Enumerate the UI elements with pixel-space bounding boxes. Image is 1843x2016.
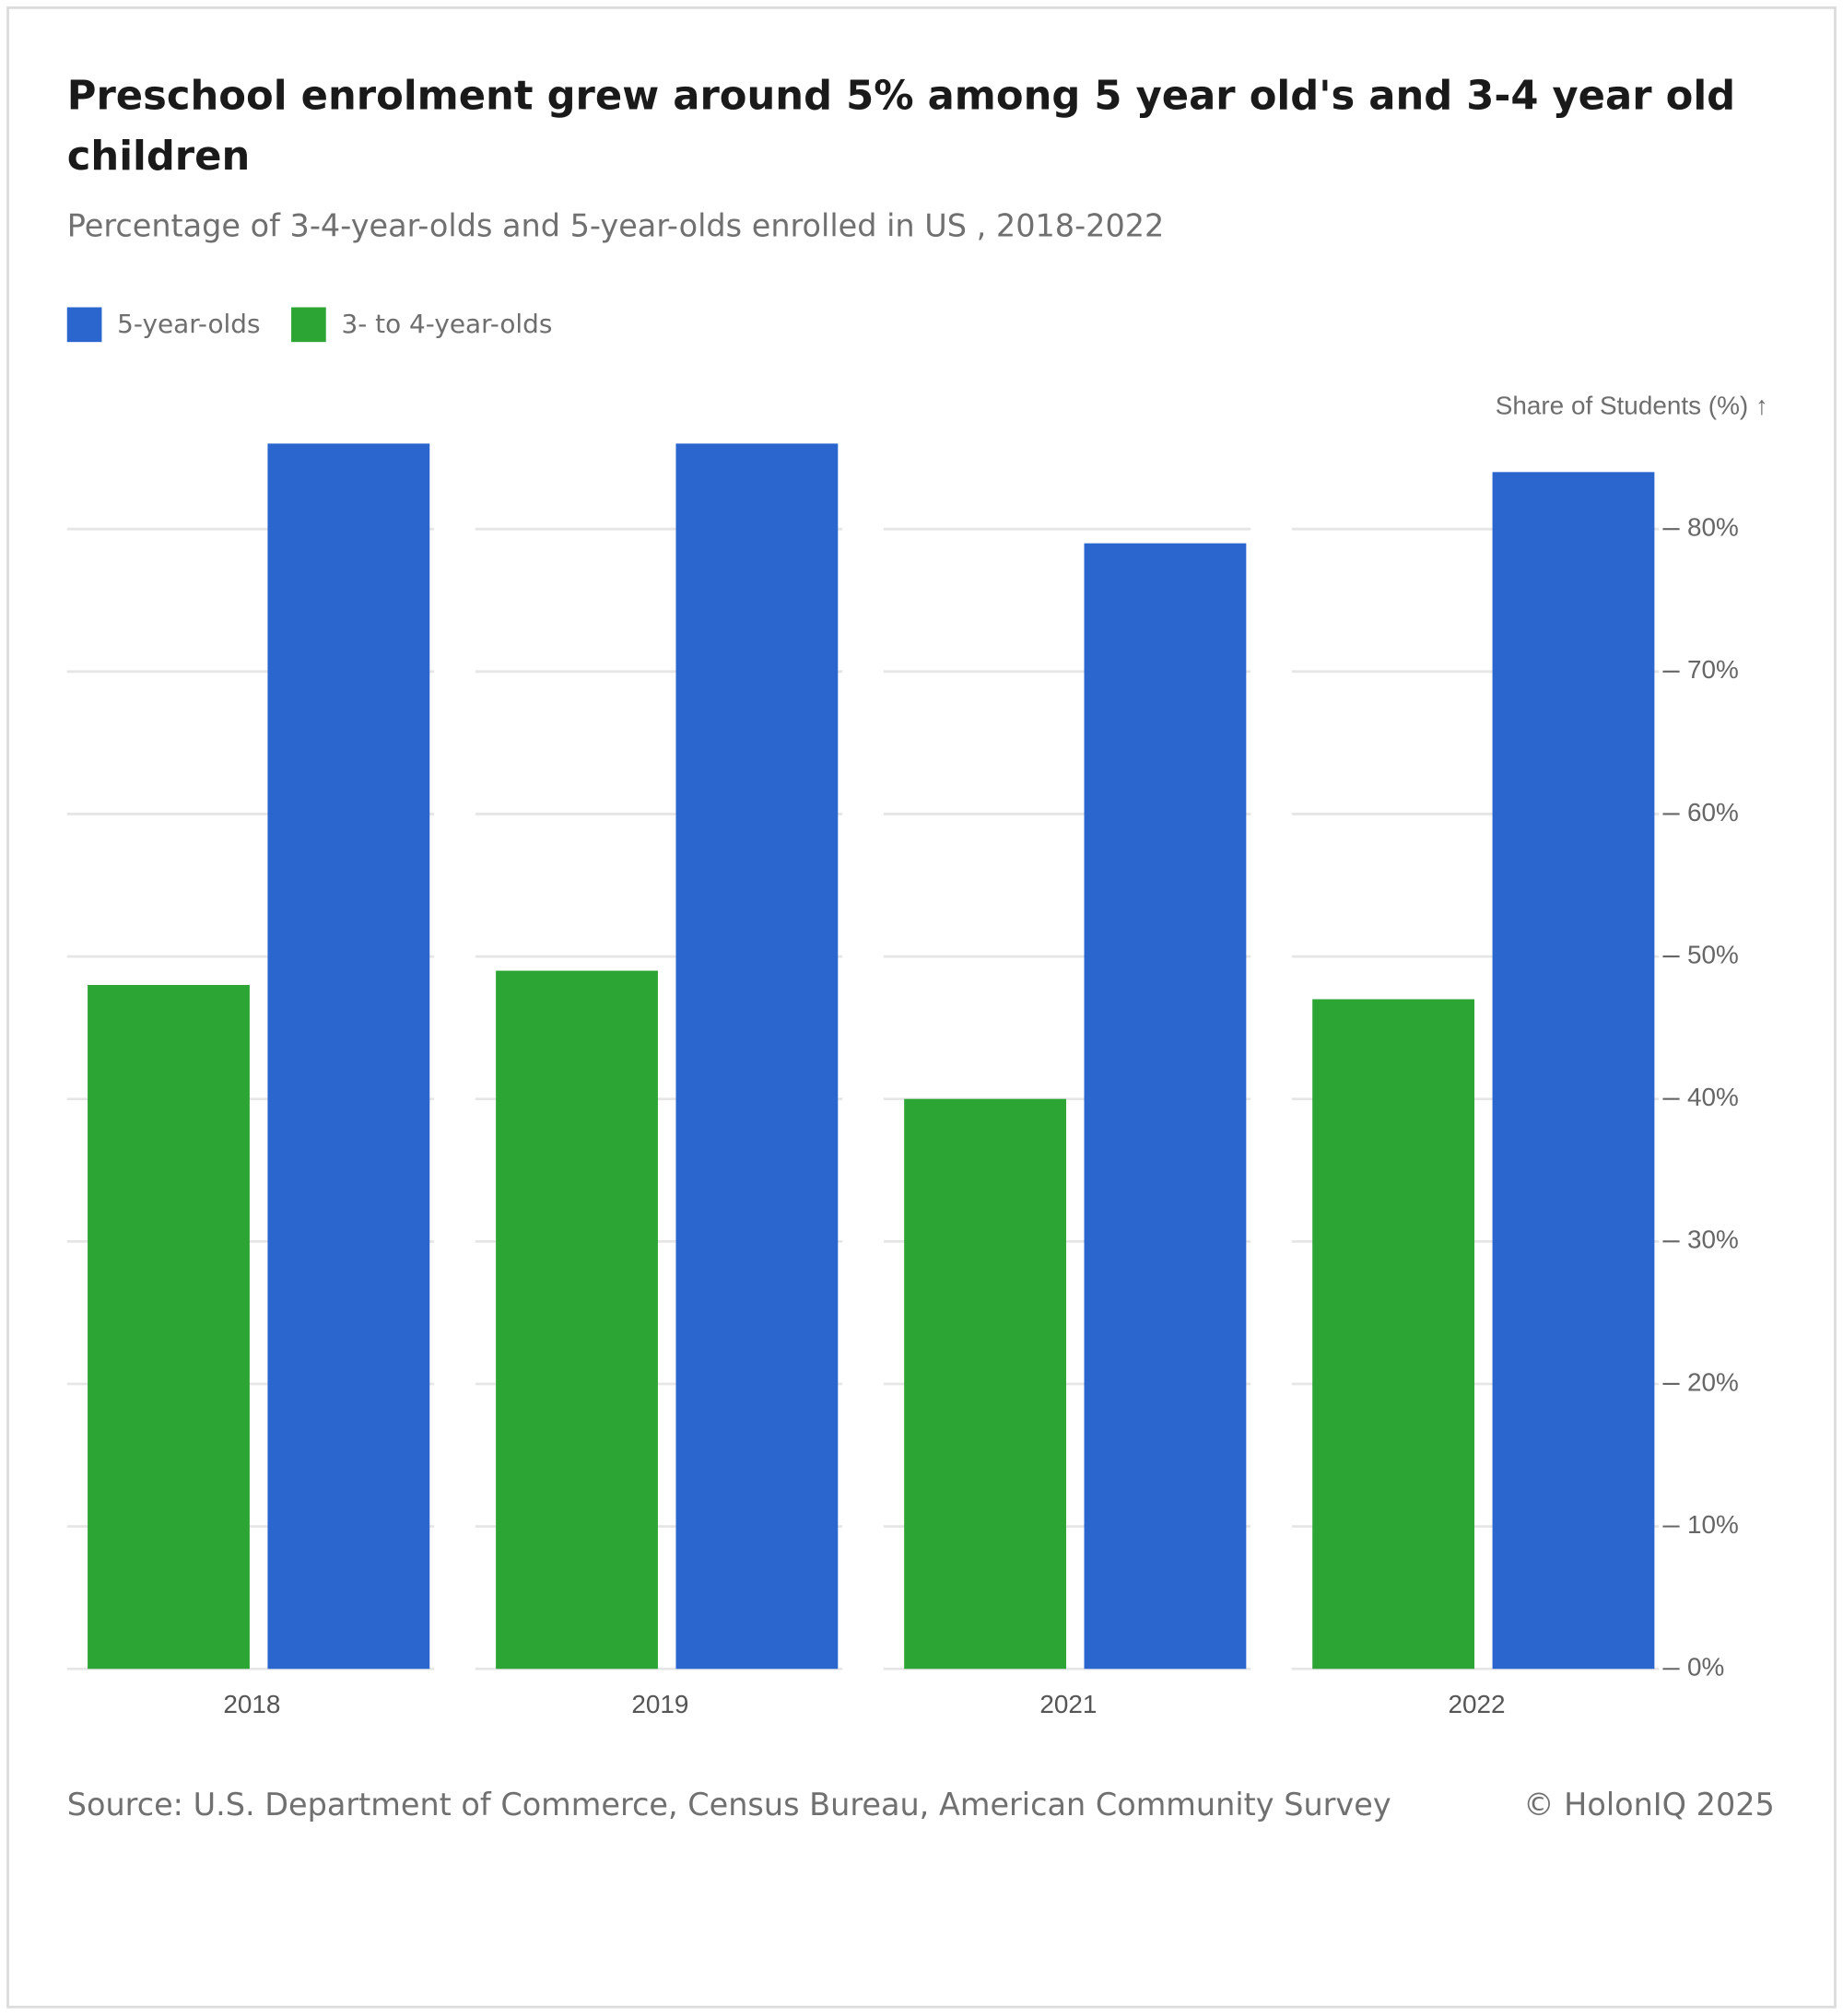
bar (496, 970, 658, 1670)
y-axis-label: Share of Students (%) ↑ (1496, 392, 1768, 420)
y-tick-label: 80% (1687, 513, 1739, 542)
y-tick-label: 10% (1687, 1510, 1739, 1539)
bar (267, 443, 430, 1670)
x-tick-label: 2018 (223, 1690, 280, 1718)
x-tick-label: 2019 (631, 1690, 688, 1718)
copyright: © HolonIQ 2025 (1523, 1787, 1775, 1823)
y-tick-label: 70% (1687, 655, 1739, 684)
y-tick-label: 20% (1687, 1367, 1739, 1396)
y-tick-label: 60% (1687, 798, 1739, 826)
bar (1312, 999, 1475, 1670)
legend-label: 5-year-olds (117, 309, 260, 339)
y-tick-label: 0% (1687, 1653, 1724, 1682)
legend-swatch (291, 307, 326, 343)
x-tick-label: 2022 (1448, 1690, 1505, 1718)
bar (1492, 472, 1655, 1670)
y-tick-label: 40% (1687, 1083, 1739, 1111)
chart-subtitle: Percentage of 3-4-year-olds and 5-year-o… (67, 207, 1165, 243)
bar (904, 1098, 1066, 1670)
title-box: Preschool enrolment grew around 5% among… (66, 73, 1736, 181)
chart-title: Preschool enrolment grew around 5% among… (66, 73, 1736, 181)
bar (1084, 543, 1247, 1670)
bar (88, 985, 250, 1670)
bar (675, 443, 839, 1670)
y-tick-label: 30% (1687, 1225, 1739, 1254)
x-tick-label: 2021 (1039, 1690, 1097, 1718)
source: Source: U.S. Department of Commerce, Cen… (67, 1787, 1391, 1823)
y-tick-label: 50% (1687, 940, 1739, 968)
legend-label: 3- to 4-year-olds (341, 309, 552, 339)
legend-swatch (66, 307, 102, 343)
